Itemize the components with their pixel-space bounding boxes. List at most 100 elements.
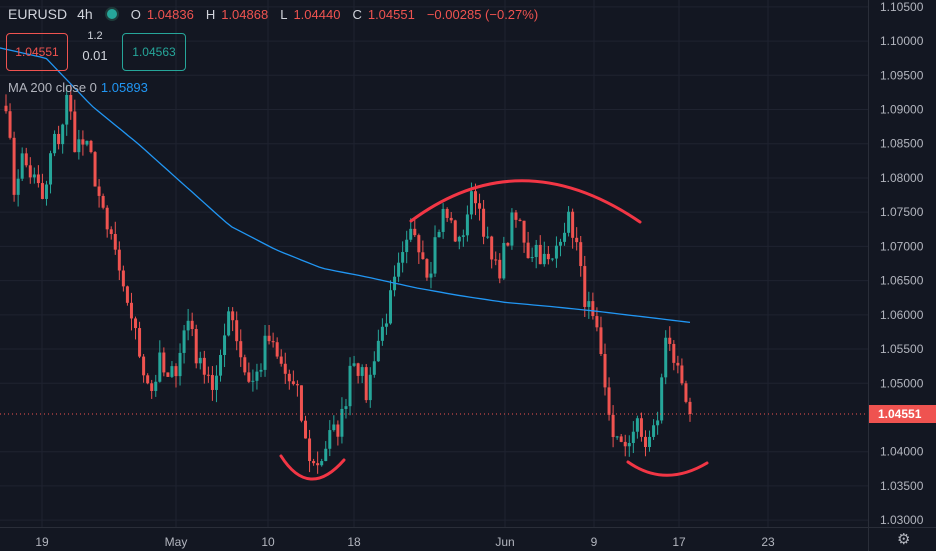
candle xyxy=(150,379,154,399)
candle xyxy=(308,429,312,473)
candle xyxy=(44,180,48,206)
time-tick-label: 19 xyxy=(35,535,49,549)
candle-body xyxy=(445,208,449,218)
time-tick-label: May xyxy=(165,535,188,549)
candle xyxy=(174,363,178,388)
left-cup-arc xyxy=(279,454,346,481)
candle-body xyxy=(210,375,214,390)
candle xyxy=(652,419,656,440)
candle xyxy=(526,231,530,259)
candle-body xyxy=(206,374,210,376)
sell-button[interactable]: 1.04551 xyxy=(6,33,68,71)
candle xyxy=(259,363,263,378)
candle xyxy=(546,245,550,265)
price-tick-label: 1.10000 xyxy=(880,34,924,48)
candle-body xyxy=(275,342,279,357)
candle xyxy=(36,165,40,188)
candle-body xyxy=(186,320,190,331)
candle xyxy=(599,316,603,357)
candle-body xyxy=(380,326,384,341)
candle-body xyxy=(324,448,328,462)
candle-body xyxy=(518,219,522,221)
candle xyxy=(554,236,558,268)
candle xyxy=(227,306,231,337)
candle-body xyxy=(360,367,364,376)
candle-body xyxy=(194,329,198,364)
candle xyxy=(603,343,607,396)
candle xyxy=(77,129,81,160)
candle-body xyxy=(672,343,676,363)
candle xyxy=(138,321,142,359)
candle-body xyxy=(138,328,142,357)
candle xyxy=(643,430,647,457)
candle xyxy=(421,240,425,260)
ma-legend[interactable]: MA 200 close 0 1.05893 xyxy=(8,80,148,95)
candle-body xyxy=(599,327,603,355)
candle xyxy=(267,324,271,345)
candle xyxy=(611,405,615,448)
candle xyxy=(506,242,510,247)
price-tick-label: 1.09000 xyxy=(880,103,924,117)
candle xyxy=(542,241,546,267)
candle xyxy=(251,369,255,392)
candle-body xyxy=(668,337,672,344)
candle xyxy=(441,203,445,239)
candle-body xyxy=(117,249,121,271)
candle xyxy=(425,258,429,281)
candle-body xyxy=(368,374,372,401)
candle-body xyxy=(320,461,324,466)
candle-body xyxy=(554,245,558,259)
candle xyxy=(591,292,595,320)
candle-body xyxy=(465,214,469,236)
candle-body xyxy=(109,229,113,234)
candle-body xyxy=(267,335,271,342)
candle-body xyxy=(631,431,635,444)
candle xyxy=(170,361,174,379)
time-tick-label: 10 xyxy=(261,535,275,549)
candle-body xyxy=(490,236,494,260)
candle xyxy=(65,84,69,136)
candle-body xyxy=(676,362,680,366)
timeframe-label[interactable]: 4h xyxy=(77,6,93,22)
candle-body xyxy=(279,356,283,364)
candle-body xyxy=(129,302,133,319)
candle-body xyxy=(182,330,186,353)
candle xyxy=(231,307,235,332)
gear-icon[interactable]: ⚙ xyxy=(897,531,911,548)
candle-body xyxy=(291,381,295,385)
candle xyxy=(486,226,490,239)
candle xyxy=(340,397,344,444)
candle xyxy=(146,373,150,385)
candle xyxy=(360,364,364,384)
candle-body xyxy=(437,231,441,238)
price-tick-label: 1.10500 xyxy=(880,0,924,14)
candle xyxy=(89,139,93,154)
candle-body xyxy=(24,153,28,166)
candle-body xyxy=(4,105,8,112)
candle xyxy=(239,329,243,367)
candle-body xyxy=(660,377,664,421)
candle xyxy=(639,412,643,442)
candle-body xyxy=(134,318,138,329)
candle xyxy=(567,206,571,237)
candle xyxy=(275,337,279,359)
candle xyxy=(336,420,340,446)
candle xyxy=(405,230,409,264)
candle-body xyxy=(449,217,453,221)
candle-body xyxy=(77,139,81,153)
candle-body xyxy=(364,367,368,401)
time-tick-label: Jun xyxy=(495,535,514,549)
candle xyxy=(121,265,125,292)
candle xyxy=(243,354,247,376)
candle xyxy=(73,99,77,153)
candle-body xyxy=(514,212,518,220)
candle-body xyxy=(304,420,308,439)
buy-button[interactable]: 1.04563 xyxy=(122,33,186,71)
candle xyxy=(494,251,498,266)
candle xyxy=(219,349,223,382)
pattern-annotations xyxy=(279,179,709,481)
candle xyxy=(518,218,522,222)
candle xyxy=(393,265,397,297)
symbol-label[interactable]: EURUSD xyxy=(8,6,68,22)
